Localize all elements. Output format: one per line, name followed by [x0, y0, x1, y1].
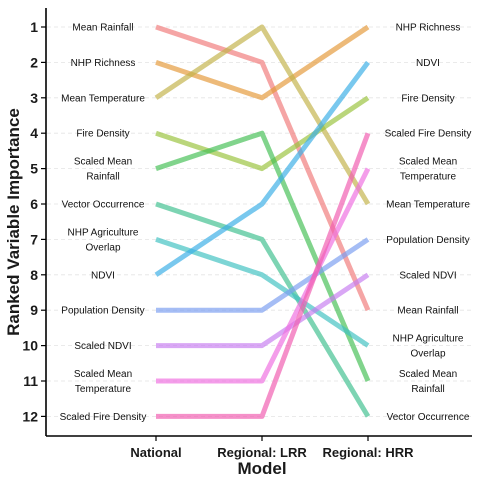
right-label-scaled-fire-density: Scaled Fire Density: [385, 129, 472, 140]
left-label-scaled-ndvi: Scaled NDVI: [74, 341, 131, 352]
left-labels: Mean Rainfall NHP Richness Mean Temperatur…: [60, 23, 147, 423]
left-label-population-density: Population Density: [61, 306, 144, 317]
left-label-mean-temperature: Mean Temperature: [61, 93, 145, 104]
series-line-population-density: [156, 237, 370, 313]
right-label-nhp-richness: NHP Richness: [396, 23, 461, 34]
right-label-nhp-agriculture-overlap: NHP Agriculture Overlap: [393, 334, 464, 360]
y-tick-label: 2: [30, 54, 38, 70]
left-label-nhp-richness: NHP Richness: [71, 58, 136, 69]
series-line-fire-density: [155, 95, 370, 172]
right-label-scaled-mean-rainfall: Scaled Mean Rainfall: [399, 369, 457, 395]
series-line-ndvi: [154, 60, 371, 277]
y-tick-label: 8: [30, 267, 38, 283]
y-tick-label: 11: [23, 373, 38, 389]
left-label-scaled-fire-density: Scaled Fire Density: [60, 412, 147, 423]
x-axis-title: Model: [237, 459, 286, 478]
left-label-nhp-agriculture-overlap: NHP Agriculture Overlap: [68, 227, 139, 253]
x-tick-label: Regional: LRR: [217, 445, 307, 460]
left-label-ndvi: NDVI: [91, 270, 115, 281]
right-label-ndvi: NDVI: [416, 58, 440, 69]
series-line-scaled-ndvi: [156, 272, 370, 349]
y-tick-label: 10: [22, 338, 38, 354]
right-labels: NHP Richness NDVI Fire Density Scaled Fire …: [385, 23, 472, 423]
y-tick-label: 4: [30, 125, 38, 141]
left-label-fire-density: Fire Density: [76, 129, 129, 140]
y-tick-label: 6: [30, 196, 38, 212]
right-label-mean-temperature: Mean Temperature: [386, 200, 470, 211]
left-label-mean-rainfall: Mean Rainfall: [72, 23, 133, 34]
series-line-scaled-fire-density: [156, 132, 371, 419]
y-tick-label: 1: [30, 19, 38, 35]
axes: [45, 8, 472, 437]
series-lines: [154, 24, 371, 419]
x-tick-label: National: [130, 445, 181, 460]
right-label-vector-occurrence: Vector Occurrence: [387, 412, 470, 423]
y-tick-label: 3: [30, 90, 38, 106]
right-label-scaled-mean-temperature: Scaled Mean Temperature: [399, 157, 457, 183]
left-label-scaled-mean-temperature: Scaled Mean Temperature: [74, 369, 132, 395]
y-axis-title: Ranked Variable Importance: [4, 108, 23, 336]
left-label-scaled-mean-rainfall: Scaled Mean Rainfall: [74, 157, 132, 183]
y-tick-label: 7: [30, 231, 38, 247]
series-line-scaled-mean-temperature: [156, 167, 371, 384]
right-label-scaled-ndvi: Scaled NDVI: [399, 270, 456, 281]
series-line-mean-temperature: [154, 24, 371, 206]
x-tick-label: Regional: HRR: [323, 445, 415, 460]
left-label-vector-occurrence: Vector Occurrence: [62, 200, 145, 211]
x-ticks: National Regional: LRR Regional: HRR: [130, 436, 414, 460]
right-label-population-density: Population Density: [386, 235, 469, 246]
series-line-vector-occurrence: [155, 201, 371, 418]
y-tick-label: 12: [22, 408, 38, 424]
right-label-fire-density: Fire Density: [401, 93, 454, 104]
grid-lines: [47, 26, 472, 417]
y-tick-label: 5: [30, 161, 38, 177]
right-label-mean-rainfall: Mean Rainfall: [397, 306, 458, 317]
y-tick-label: 9: [30, 302, 38, 318]
